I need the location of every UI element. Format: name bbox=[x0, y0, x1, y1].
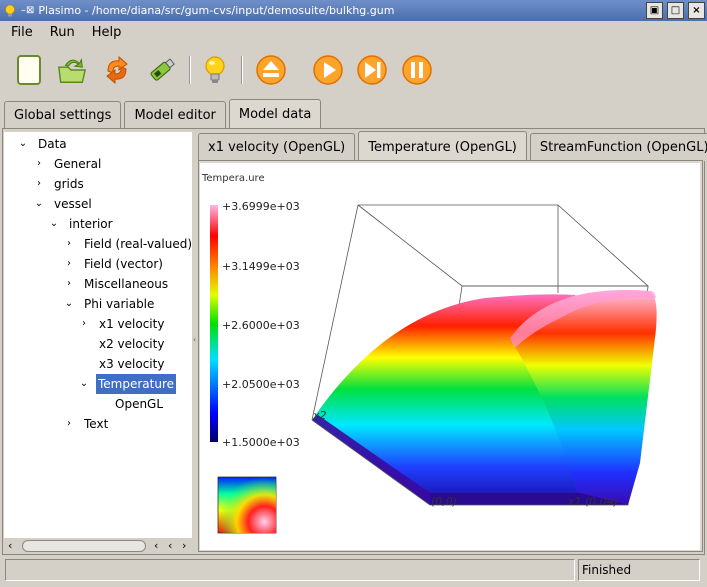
usb-button[interactable] bbox=[146, 54, 178, 86]
tree-item-data[interactable]: ⌄ Data bbox=[4, 134, 192, 154]
tree-item-vessel[interactable]: ⌄ vessel bbox=[4, 194, 192, 214]
pause-icon bbox=[402, 55, 432, 85]
data-tree[interactable]: ⌄ Data › General › grids ⌄ vessel ⌄ inte… bbox=[4, 132, 192, 538]
status-bar: Finished bbox=[0, 557, 707, 587]
iconify-button[interactable]: ▣ bbox=[646, 2, 663, 19]
tree-item-x3-velocity[interactable]: x3 velocity bbox=[99, 357, 165, 371]
tab-x1-velocity-opengl[interactable]: x1 velocity (OpenGL) bbox=[198, 133, 356, 161]
bounding-box-front bbox=[311, 285, 648, 506]
open-button[interactable] bbox=[56, 54, 88, 86]
scroll-left-icon[interactable]: ‹ bbox=[154, 539, 159, 552]
tree-item-temperature[interactable]: ⌄ Temperature bbox=[4, 374, 192, 394]
tab-model-data[interactable]: Model data bbox=[228, 99, 322, 129]
eject-icon bbox=[256, 55, 286, 85]
chevron-right-icon[interactable]: › bbox=[37, 178, 41, 189]
step-forward-icon bbox=[357, 55, 387, 85]
tree-item-phi-variable[interactable]: ⌄ Phi variable bbox=[4, 294, 192, 314]
chevron-right-icon[interactable]: › bbox=[67, 278, 71, 289]
toolbar bbox=[0, 48, 707, 94]
tree-item-text[interactable]: › Text bbox=[4, 414, 192, 434]
scroll-left-icon[interactable]: ‹ bbox=[8, 539, 13, 552]
status-state: Finished bbox=[578, 559, 700, 581]
temperature-plot[interactable]: Tempera.ure +3.6999e+03 +3.1499e+03 +2.6… bbox=[200, 163, 700, 550]
tree-item-opengl[interactable]: OpenGL bbox=[115, 397, 164, 411]
main-tabs: Global settings Model editor Model data bbox=[4, 99, 324, 129]
new-document-icon bbox=[17, 55, 41, 85]
colorbar-label: +3.1499e+03 bbox=[222, 260, 300, 273]
chevron-down-icon[interactable]: ⌄ bbox=[79, 378, 89, 389]
chevron-down-icon[interactable]: ⌄ bbox=[64, 298, 74, 309]
chevron-down-icon[interactable]: ⌄ bbox=[18, 138, 28, 149]
surface-right-face bbox=[510, 289, 657, 505]
open-recycle-icon bbox=[58, 58, 87, 83]
toolbar-separator bbox=[189, 56, 191, 84]
lightbulb-icon bbox=[205, 56, 225, 83]
menu-file[interactable]: File bbox=[11, 24, 33, 40]
chevron-down-icon[interactable]: ⌄ bbox=[49, 218, 59, 229]
status-message bbox=[5, 559, 575, 581]
tab-model-editor[interactable]: Model editor bbox=[124, 101, 226, 128]
tree-item-field-real[interactable]: › Field (real-valued) bbox=[4, 234, 192, 254]
tree-item-interior[interactable]: ⌄ interior bbox=[4, 214, 192, 234]
chevron-right-icon[interactable]: › bbox=[37, 158, 41, 169]
hint-button[interactable] bbox=[199, 54, 231, 86]
close-button[interactable]: × bbox=[688, 2, 705, 19]
play-icon bbox=[313, 55, 343, 85]
tab-streamfunction-opengl[interactable]: StreamFunction (OpenGL) bbox=[529, 133, 707, 161]
colorbar-label: +2.6000e+03 bbox=[222, 319, 300, 332]
reload-icon bbox=[106, 55, 128, 85]
axis-label-origin: (0,0) bbox=[431, 495, 457, 508]
chevron-right-icon[interactable]: › bbox=[82, 318, 86, 329]
step-button[interactable] bbox=[356, 54, 388, 86]
scroll-right-icon[interactable]: › bbox=[182, 539, 187, 552]
usb-stick-icon bbox=[150, 58, 175, 81]
tree-horizontal-scrollbar[interactable]: ‹ ‹ ‹ › bbox=[4, 538, 192, 554]
title-bar: –⊠ Plasimo - /home/diana/src/gum-cvs/inp… bbox=[0, 0, 707, 21]
tree-item-x2-velocity[interactable]: x2 velocity bbox=[99, 337, 165, 351]
run-button[interactable] bbox=[312, 54, 344, 86]
menu-run[interactable]: Run bbox=[49, 24, 75, 40]
plot-title: Tempera.ure bbox=[201, 173, 265, 184]
axis-label-x1: x1 (0.04) bbox=[567, 495, 618, 508]
tree-item-field-vector[interactable]: › Field (vector) bbox=[4, 254, 192, 274]
colorbar-label-min: +1.5000e+03 bbox=[222, 436, 300, 449]
window-controls: ▣ □ × bbox=[646, 2, 705, 19]
menu-bar: File Run Help bbox=[0, 21, 707, 43]
tree-item-miscellaneous[interactable]: › Miscellaneous bbox=[4, 274, 192, 294]
tree-item-general[interactable]: › General bbox=[4, 154, 192, 174]
chevron-right-icon[interactable]: › bbox=[67, 238, 71, 249]
colorbar bbox=[210, 205, 218, 442]
tab-global-settings[interactable]: Global settings bbox=[4, 101, 122, 128]
chevron-right-icon[interactable]: › bbox=[67, 258, 71, 269]
menu-help[interactable]: Help bbox=[91, 24, 122, 40]
plot-thumbnail[interactable] bbox=[217, 476, 277, 534]
tree-item-grids[interactable]: › grids bbox=[4, 174, 192, 194]
reload-button[interactable] bbox=[101, 54, 133, 86]
pin-icon[interactable]: –⊠ bbox=[21, 5, 35, 16]
view-tabs: x1 velocity (OpenGL) Temperature (OpenGL… bbox=[198, 130, 707, 162]
maximize-button[interactable]: □ bbox=[667, 2, 684, 19]
eject-button[interactable] bbox=[255, 54, 287, 86]
scrollbar-thumb[interactable] bbox=[22, 540, 146, 552]
pause-button[interactable] bbox=[401, 54, 433, 86]
toolbar-separator bbox=[241, 56, 243, 84]
axis-label-x2: x2 bbox=[312, 409, 327, 422]
lightbulb-app-icon bbox=[5, 4, 15, 16]
scroll-left-icon[interactable]: ‹ bbox=[168, 539, 173, 552]
chevron-right-icon[interactable]: › bbox=[67, 418, 71, 429]
colorbar-label-max: +3.6999e+03 bbox=[222, 200, 300, 213]
splitter-handle[interactable]: ‹ bbox=[193, 335, 197, 344]
window-title: Plasimo - /home/diana/src/gum-cvs/input/… bbox=[38, 4, 395, 17]
chevron-down-icon[interactable]: ⌄ bbox=[34, 198, 44, 209]
colorbar-label: +2.0500e+03 bbox=[222, 378, 300, 391]
tree-item-x1-velocity[interactable]: › x1 velocity bbox=[4, 314, 192, 334]
new-button[interactable] bbox=[13, 54, 45, 86]
tab-temperature-opengl[interactable]: Temperature (OpenGL) bbox=[358, 131, 527, 162]
opengl-view[interactable]: Tempera.ure +3.6999e+03 +3.1499e+03 +2.6… bbox=[200, 163, 700, 550]
